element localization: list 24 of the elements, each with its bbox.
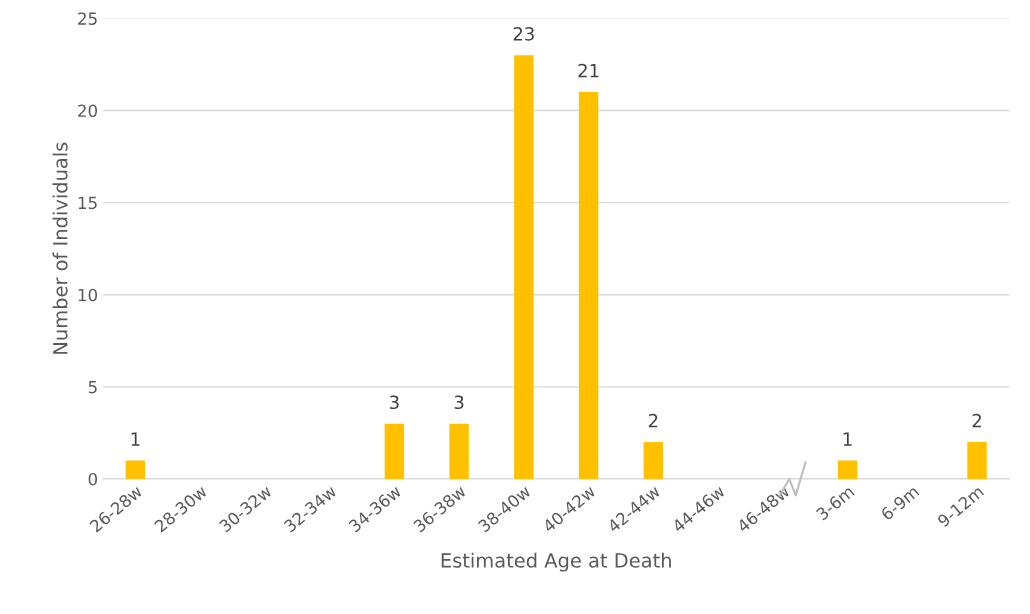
- bar: [384, 423, 405, 479]
- data-label: 1: [131, 432, 140, 446]
- data-label: 1: [843, 432, 852, 446]
- y-tick-label: 15: [78, 196, 97, 210]
- y-tick-label: 5: [88, 381, 97, 394]
- data-label: 2: [972, 413, 981, 428]
- bar: [449, 423, 469, 479]
- y-tick-label: 20: [78, 104, 98, 118]
- bar: [125, 460, 146, 479]
- bar: [837, 460, 858, 479]
- bar: [578, 92, 599, 479]
- bar: [643, 442, 664, 479]
- bar: [967, 442, 987, 479]
- y-tick-label: 25: [78, 12, 97, 25]
- data-label: 2: [648, 413, 658, 428]
- data-label: 21: [578, 63, 599, 78]
- x-axis-title: Estimated Age at Death: [441, 552, 671, 572]
- data-label: 3: [454, 395, 464, 410]
- y-tick-label: 10: [78, 288, 98, 302]
- y-axis-title: Number of Individuals: [52, 142, 68, 354]
- data-label: 3: [389, 395, 399, 410]
- bar: [514, 55, 534, 479]
- data-label: 23: [513, 26, 534, 41]
- y-tick-label: 0: [88, 472, 98, 486]
